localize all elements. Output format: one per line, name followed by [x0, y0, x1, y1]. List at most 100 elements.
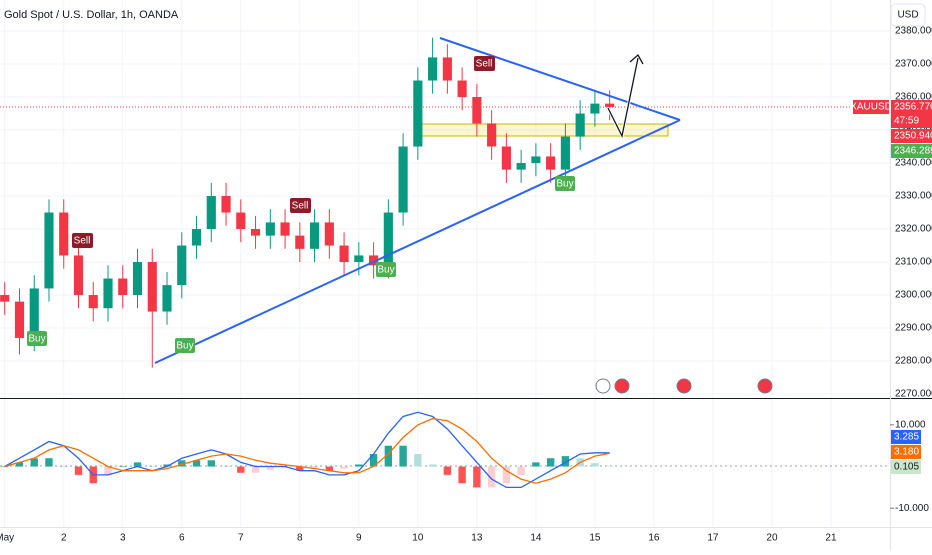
macd-tag: [891, 430, 921, 444]
histogram-bar: [310, 466, 319, 469]
candle-body: [0, 295, 10, 302]
candle-body: [73, 255, 84, 296]
candle-body: [265, 222, 275, 236]
x-tick-label: 8: [297, 533, 303, 544]
y-tick-label: 2290.000: [895, 323, 932, 334]
price-label: 2356.770: [894, 102, 932, 113]
event-icon[interactable]: [614, 378, 630, 394]
candle-body: [531, 156, 541, 164]
y-tick-label: 2270.000: [895, 389, 932, 400]
x-tick-label: 6: [179, 533, 185, 544]
histogram-bar: [428, 464, 437, 467]
histogram-bar: [45, 458, 53, 467]
histogram-bar: [104, 466, 112, 475]
x-tick-label: 20: [766, 533, 778, 544]
candle-body: [516, 163, 526, 170]
y-tick-label: 2310.000: [895, 257, 932, 268]
macd-line: [4, 417, 610, 484]
x-tick-label: 15: [589, 533, 601, 544]
trend-line: [154, 119, 681, 364]
price-tag: [891, 144, 932, 158]
signal-tag: [891, 445, 921, 459]
histogram-bar: [178, 460, 186, 467]
histogram-bar: [502, 466, 511, 484]
candle-body: [44, 212, 54, 289]
histogram-bar: [561, 456, 570, 467]
x-tick-label: 13: [471, 533, 483, 544]
y-tick-label: 2280.000: [895, 356, 932, 367]
hist-label: 0.105: [894, 462, 919, 473]
signal-label: Buy: [176, 341, 193, 352]
event-icon[interactable]: [595, 378, 611, 394]
x-tick-label: 14: [530, 533, 542, 544]
histogram-bar: [222, 466, 230, 468]
histogram-bar: [192, 460, 201, 467]
y-tick-label: 2320.000: [895, 224, 932, 235]
x-tick-label: 10: [412, 533, 424, 544]
candle-body: [29, 288, 39, 338]
candle-body: [472, 97, 482, 124]
histogram-bar: [532, 462, 540, 467]
histogram-bar: [281, 466, 289, 469]
event-icon[interactable]: [757, 378, 773, 394]
candles: [0, 37, 615, 368]
histogram-bar: [237, 466, 245, 473]
trend-line: [439, 37, 681, 121]
price-label: 2346.289: [894, 146, 932, 157]
candle-body: [309, 222, 320, 249]
candle-body: [457, 80, 467, 98]
histogram-bar: [487, 466, 496, 488]
sell-signal: Sell: [474, 56, 495, 71]
candle-body: [501, 146, 511, 170]
candle-body: [103, 278, 113, 309]
event-icon[interactable]: [676, 378, 692, 394]
histogram-bar: [251, 466, 260, 473]
y-tick-label: 2300.000: [895, 290, 932, 301]
candle-body: [236, 212, 246, 230]
x-tick-label: 2: [61, 533, 67, 544]
candle-body: [250, 229, 261, 236]
candle-body: [206, 196, 216, 230]
candle-body: [354, 255, 364, 263]
macd-label: 3.285: [894, 432, 919, 443]
histogram-bar: [473, 466, 481, 488]
histogram-bar: [369, 454, 378, 467]
histogram-bar: [1, 466, 9, 468]
signal-label: Buy: [377, 265, 394, 276]
histogram-bar: [60, 466, 68, 468]
y-tick-label: -10.000: [895, 503, 929, 514]
y-tick-label: 2370.000: [895, 59, 932, 70]
histogram-bar: [266, 466, 274, 470]
x-tick-label: May: [0, 533, 14, 544]
candle-body: [560, 136, 570, 170]
currency-button[interactable]: [890, 3, 926, 27]
candle-body: [605, 103, 615, 107]
hist-tag: [891, 460, 921, 474]
arrow: [607, 53, 644, 138]
buy-signal: Buy: [175, 338, 195, 353]
histogram-bar: [443, 466, 452, 475]
candle-body: [398, 146, 408, 213]
candle-body: [383, 212, 393, 266]
candle-body: [280, 222, 290, 236]
histogram-bar: [355, 464, 363, 467]
signal-label: Buy: [28, 334, 45, 345]
histogram-bar: [207, 460, 215, 467]
macd-pane: [1, 411, 614, 489]
histogram-bar: [133, 462, 142, 467]
x-tick-label: 9: [356, 533, 362, 544]
candle-body: [428, 57, 438, 81]
candle-body: [295, 235, 305, 249]
currency-label: USD: [897, 10, 918, 21]
chart-title: Gold Spot / U.S. Dollar, 1h, OANDA: [4, 9, 179, 21]
histogram-bar: [15, 462, 24, 467]
price-tag: [891, 129, 932, 143]
zone: [414, 123, 669, 137]
histogram-bar: [296, 466, 304, 471]
candle-body: [14, 301, 25, 338]
candle-body: [221, 196, 231, 213]
y-tick-label: 2330.000: [895, 191, 932, 202]
histogram-bar: [325, 466, 334, 471]
sell-signal: Sell: [290, 198, 311, 213]
signal-label: Sell: [292, 201, 309, 212]
